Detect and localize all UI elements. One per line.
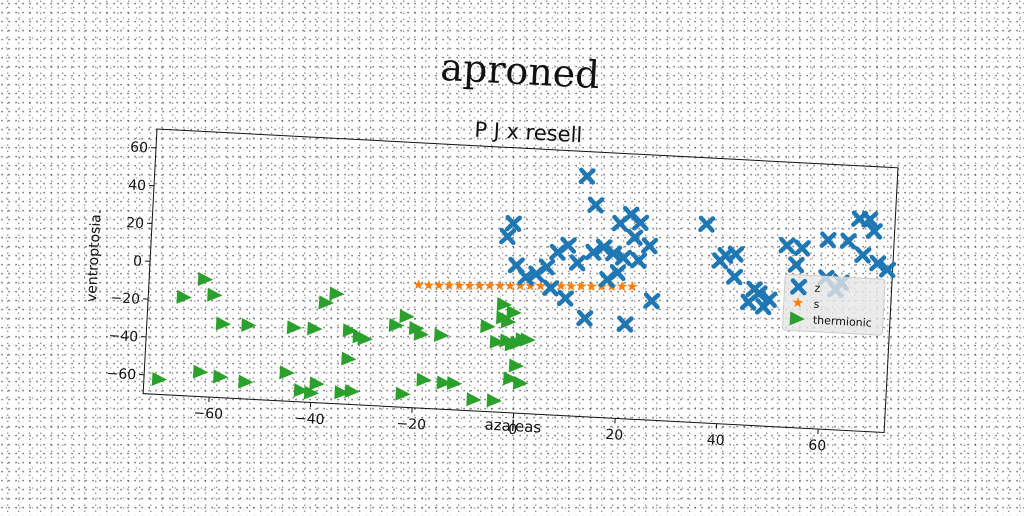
data-point [632, 254, 645, 267]
data-point [433, 280, 444, 290]
data-point [505, 280, 516, 290]
data-point [487, 393, 503, 408]
data-point [464, 280, 475, 290]
data-point [307, 321, 323, 336]
data-point [559, 292, 572, 305]
legend-label: s [813, 298, 820, 311]
y-tick-label: 40 [128, 177, 147, 194]
data-point [447, 376, 463, 391]
y-tick-label: 0 [133, 253, 143, 269]
data-point [520, 333, 536, 348]
data-point [571, 257, 584, 270]
data-point [480, 319, 496, 334]
x-tick-label: 40 [706, 432, 725, 449]
data-point [748, 283, 761, 296]
y-tick-label: −20 [110, 290, 140, 308]
x-tick-label: −40 [295, 411, 325, 429]
data-point [466, 392, 482, 407]
data-point [198, 272, 214, 287]
data-point [646, 295, 659, 308]
data-point [345, 384, 361, 399]
data-point [241, 318, 257, 333]
data-point [581, 170, 594, 183]
data-point [454, 280, 465, 290]
data-point [790, 259, 803, 272]
x-tick-label: −60 [193, 405, 223, 423]
data-point [216, 317, 232, 332]
y-tick-label: 60 [130, 140, 149, 157]
data-point [434, 328, 450, 343]
y-axis-label: ventroptosia. [84, 209, 105, 302]
data-point [589, 199, 602, 212]
data-point [509, 358, 525, 373]
x-tick-label: 20 [605, 427, 624, 444]
data-point [484, 280, 495, 290]
data-point [238, 375, 254, 390]
data-point [176, 290, 192, 305]
data-point [700, 218, 713, 231]
data-point [213, 369, 229, 384]
data-point [309, 376, 325, 391]
data-point [857, 249, 870, 262]
data-point [796, 242, 809, 255]
data-point [193, 365, 209, 380]
x-tick-label: −20 [396, 416, 426, 434]
data-point [207, 288, 223, 303]
data-point [329, 286, 345, 301]
data-point [822, 234, 835, 247]
data-point [643, 239, 656, 252]
legend-label: z [814, 282, 821, 295]
data-point [341, 352, 357, 367]
chart-title: P J x resell [474, 118, 583, 148]
y-tick-label: 20 [126, 215, 145, 232]
data-point [474, 280, 485, 290]
y-tick-label: −60 [106, 366, 136, 384]
data-point [586, 281, 597, 291]
data-point [399, 309, 415, 324]
data-point [444, 280, 455, 290]
x-tick-label: 60 [808, 438, 827, 455]
data-point [416, 373, 432, 388]
data-point [628, 231, 641, 244]
axes-group: P J x resell azaleas ventroptosia. −60−4… [78, 98, 900, 458]
data-point [494, 280, 505, 290]
data-point [507, 217, 520, 230]
data-point [781, 239, 794, 252]
data-point [842, 235, 855, 248]
y-tick-label: −40 [108, 328, 138, 346]
data-point [729, 248, 742, 261]
data-point [395, 387, 411, 402]
data-point [357, 332, 373, 347]
data-point [506, 305, 522, 320]
data-point [287, 320, 303, 335]
series-thermionic [151, 270, 538, 412]
data-point [619, 318, 632, 331]
data-point [578, 312, 591, 325]
x-tick-label: 0 [508, 422, 518, 438]
data-point [576, 280, 587, 290]
figure-suptitle: aproned [439, 45, 600, 97]
data-point [566, 280, 577, 290]
data-point [152, 372, 168, 387]
data-point [413, 279, 424, 289]
data-point [627, 281, 638, 291]
data-point [501, 230, 514, 243]
data-point [617, 281, 628, 291]
data-point [728, 270, 741, 283]
data-point [423, 280, 434, 290]
data-point [279, 365, 295, 380]
